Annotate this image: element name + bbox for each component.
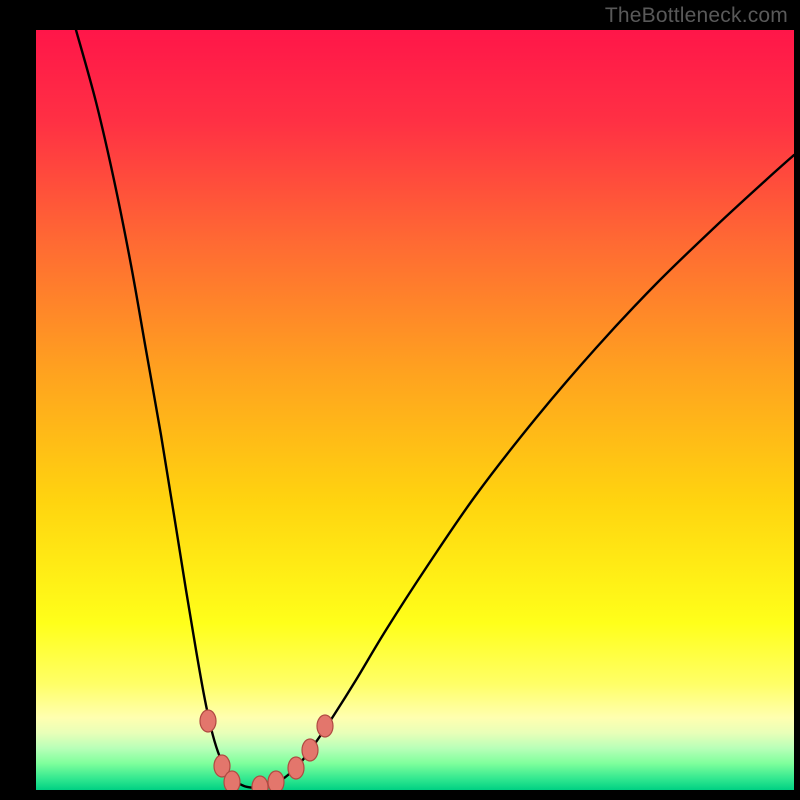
marker-point [268, 771, 284, 790]
marker-point [288, 757, 304, 779]
plot-background [36, 30, 794, 790]
watermark-text: TheBottleneck.com [605, 4, 788, 28]
marker-point [317, 715, 333, 737]
chart-svg [36, 30, 794, 790]
chart-frame: TheBottleneck.com [0, 0, 800, 800]
marker-point [200, 710, 216, 732]
marker-point [224, 771, 240, 790]
marker-point [302, 739, 318, 761]
plot-area [36, 30, 794, 790]
